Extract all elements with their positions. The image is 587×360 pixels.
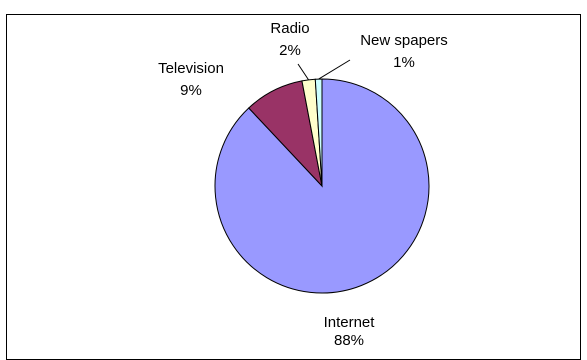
slice-percent-radio: 2% (279, 42, 301, 59)
slice-percent-television: 9% (180, 82, 202, 99)
pie-chart: Internet 88% Television 9% Radio 2% New … (158, 20, 448, 347)
leader-line-new-spapers (318, 59, 351, 80)
slice-label-radio: Radio (270, 20, 309, 37)
pie-slices (214, 78, 430, 294)
slice-percent-newspapers: 1% (393, 54, 415, 71)
pie-leader-lines (297, 59, 351, 81)
leader-line-radio (297, 63, 310, 81)
slice-label-internet: Internet (324, 314, 376, 331)
slice-percent-internet: 88% (334, 332, 364, 347)
pie-slice-new-spapers (314, 78, 323, 187)
slice-label-television: Television (158, 60, 224, 77)
slice-label-newspapers: New spapers (360, 32, 448, 49)
